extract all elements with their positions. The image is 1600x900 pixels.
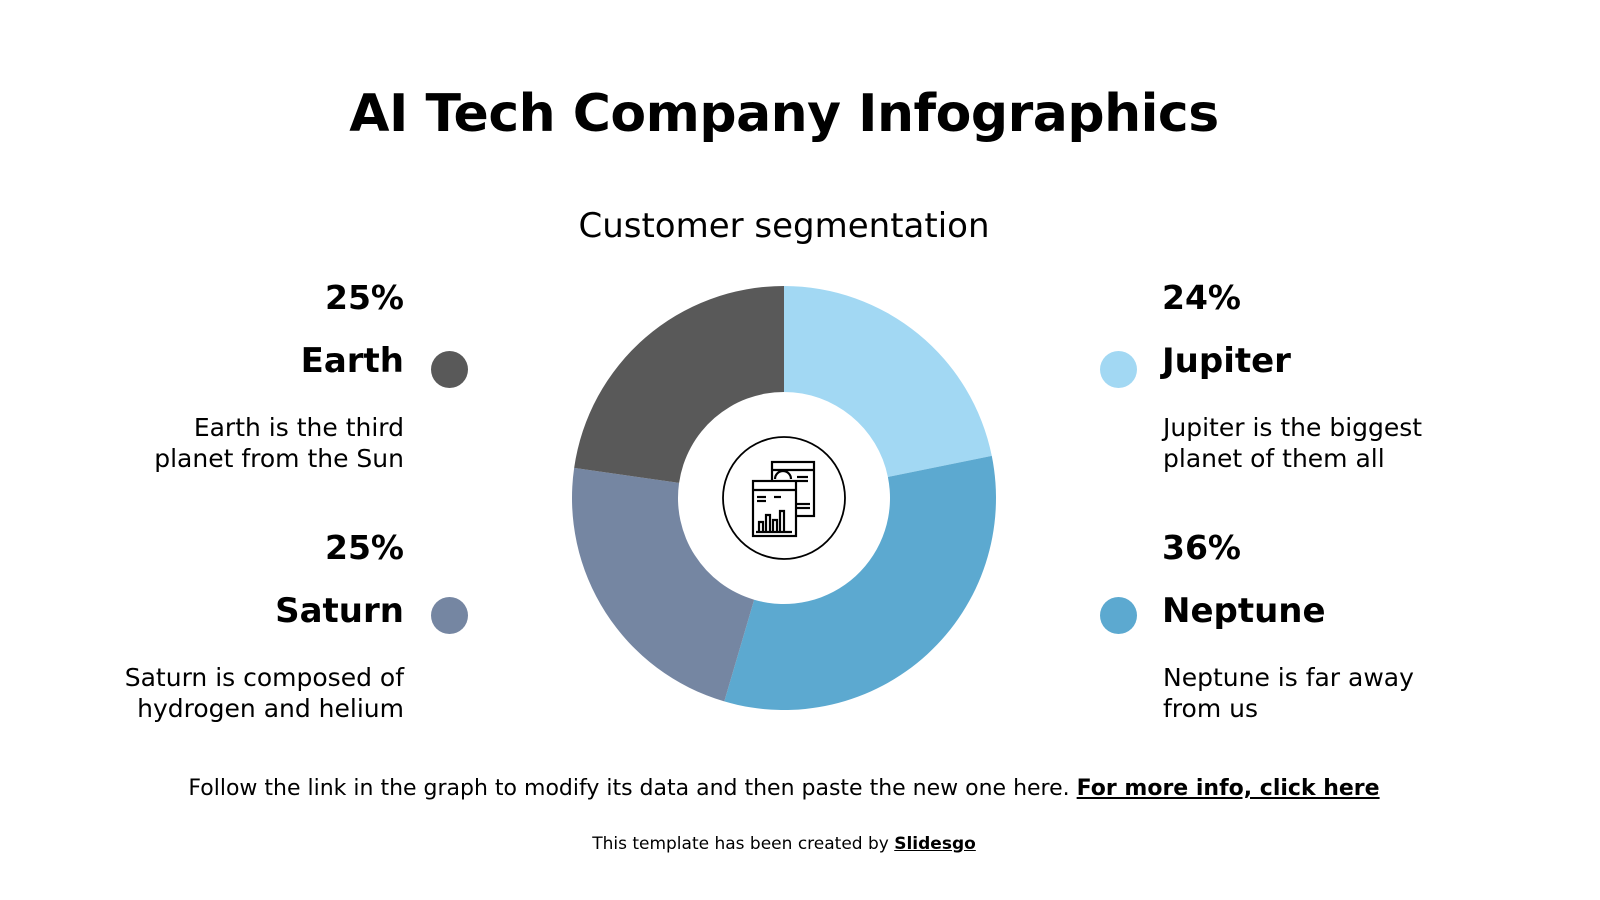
jupiter-percent: 24% [1162, 278, 1241, 317]
footer-note: Follow the link in the graph to modify i… [0, 776, 1568, 801]
earth-label: Earth [300, 341, 404, 381]
credit-note: This template has been created by Slides… [0, 834, 1568, 854]
earth-legend-dot [431, 351, 468, 388]
browser-analytics-icon [722, 436, 846, 560]
slidesgo-link[interactable]: Slidesgo [894, 834, 976, 854]
jupiter-description: Jupiter is the biggest planet of them al… [1163, 413, 1423, 473]
jupiter-legend-dot [1100, 351, 1137, 388]
footer-text: Follow the link in the graph to modify i… [188, 776, 1070, 801]
slice-earth [574, 286, 784, 483]
saturn-percent: 25% [325, 528, 404, 567]
earth-percent: 25% [325, 278, 404, 317]
more-info-link[interactable]: For more info, click here [1076, 776, 1380, 801]
slice-neptune [724, 455, 996, 710]
neptune-label: Neptune [1162, 591, 1326, 631]
neptune-percent: 36% [1162, 528, 1241, 567]
neptune-description: Neptune is far away from us [1163, 663, 1414, 723]
earth-description: Earth is the third planet from the Sun [154, 413, 404, 473]
slice-jupiter [784, 286, 992, 477]
saturn-legend-dot [431, 597, 468, 634]
saturn-label: Saturn [275, 591, 404, 631]
saturn-description: Saturn is composed of hydrogen and heliu… [124, 663, 404, 723]
slice-saturn [572, 467, 755, 702]
page-title: AI Tech Company Infographics [349, 84, 1219, 144]
credit-text: This template has been created by [592, 834, 889, 854]
neptune-legend-dot [1100, 597, 1137, 634]
chart-title: Customer segmentation [578, 206, 990, 246]
jupiter-label: Jupiter [1162, 341, 1291, 381]
donut-chart [572, 286, 996, 710]
